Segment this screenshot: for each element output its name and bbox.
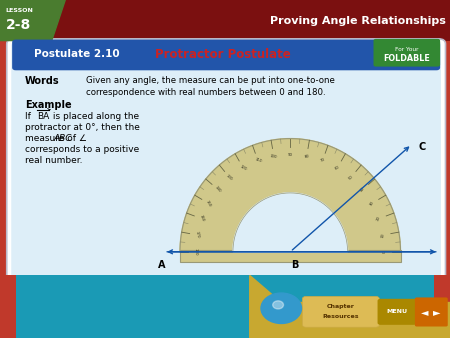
Text: 120: 120: [239, 164, 247, 171]
Text: 130: 130: [225, 173, 234, 182]
Text: 40: 40: [360, 186, 366, 193]
FancyBboxPatch shape: [302, 296, 379, 327]
Polygon shape: [250, 275, 450, 338]
Text: 70: 70: [320, 158, 326, 163]
Text: corresponds to a positive: corresponds to a positive: [25, 145, 139, 154]
Text: LESSON: LESSON: [5, 8, 33, 13]
Text: 180: 180: [194, 248, 198, 256]
Text: 20: 20: [376, 216, 382, 222]
Text: 50: 50: [348, 174, 354, 180]
FancyBboxPatch shape: [11, 42, 441, 277]
Text: Given any angle, the measure can be put into one-to-one
correspondence with real: Given any angle, the measure can be put …: [86, 76, 334, 97]
Text: real number.: real number.: [25, 156, 82, 166]
Polygon shape: [0, 0, 65, 41]
Text: If: If: [25, 112, 33, 121]
FancyBboxPatch shape: [415, 297, 448, 327]
Polygon shape: [180, 139, 400, 252]
Text: FOLDABLE: FOLDABLE: [383, 54, 430, 63]
Text: C: C: [418, 142, 426, 152]
Text: 170: 170: [194, 231, 200, 239]
Text: 0: 0: [383, 250, 387, 253]
Text: Postulate 2.10: Postulate 2.10: [34, 49, 119, 59]
Text: BA: BA: [37, 112, 49, 121]
Text: 110: 110: [254, 158, 262, 164]
Text: A: A: [158, 260, 166, 270]
FancyBboxPatch shape: [378, 299, 417, 325]
Text: 160: 160: [198, 215, 205, 223]
Text: 30: 30: [369, 200, 375, 207]
Text: 140: 140: [214, 185, 222, 194]
Text: 60: 60: [334, 165, 341, 171]
Text: 90: 90: [288, 153, 293, 157]
Text: Proving Angle Relationships: Proving Angle Relationships: [270, 16, 446, 26]
Text: ►: ►: [433, 307, 441, 317]
Polygon shape: [233, 193, 347, 252]
Text: 2-8: 2-8: [5, 18, 31, 32]
Bar: [0, 0, 450, 41]
Text: For Your: For Your: [395, 47, 419, 51]
Bar: [0, 275, 16, 338]
FancyBboxPatch shape: [12, 40, 440, 70]
Text: 10: 10: [381, 232, 386, 238]
Text: ABC: ABC: [53, 134, 72, 143]
Text: 150: 150: [205, 199, 212, 208]
Circle shape: [273, 301, 284, 309]
Bar: [180, 250, 400, 262]
Text: 100: 100: [270, 153, 278, 159]
Text: MENU: MENU: [387, 309, 407, 314]
Text: Chapter: Chapter: [327, 305, 355, 309]
Text: 80: 80: [304, 154, 310, 159]
Text: Resources: Resources: [323, 314, 360, 319]
Text: Protractor Postulate: Protractor Postulate: [155, 48, 291, 61]
Text: B: B: [291, 260, 298, 270]
Text: measure of ∠: measure of ∠: [25, 134, 87, 143]
Circle shape: [261, 293, 302, 323]
Text: Example: Example: [25, 100, 72, 110]
Text: protractor at 0°, then the: protractor at 0°, then the: [25, 123, 140, 132]
FancyBboxPatch shape: [7, 39, 446, 281]
Text: is placed along the: is placed along the: [50, 112, 140, 121]
Bar: [0, 275, 450, 338]
Text: ◄: ◄: [421, 307, 428, 317]
FancyBboxPatch shape: [374, 39, 440, 67]
Text: Words: Words: [25, 76, 59, 86]
Bar: [434, 275, 450, 338]
